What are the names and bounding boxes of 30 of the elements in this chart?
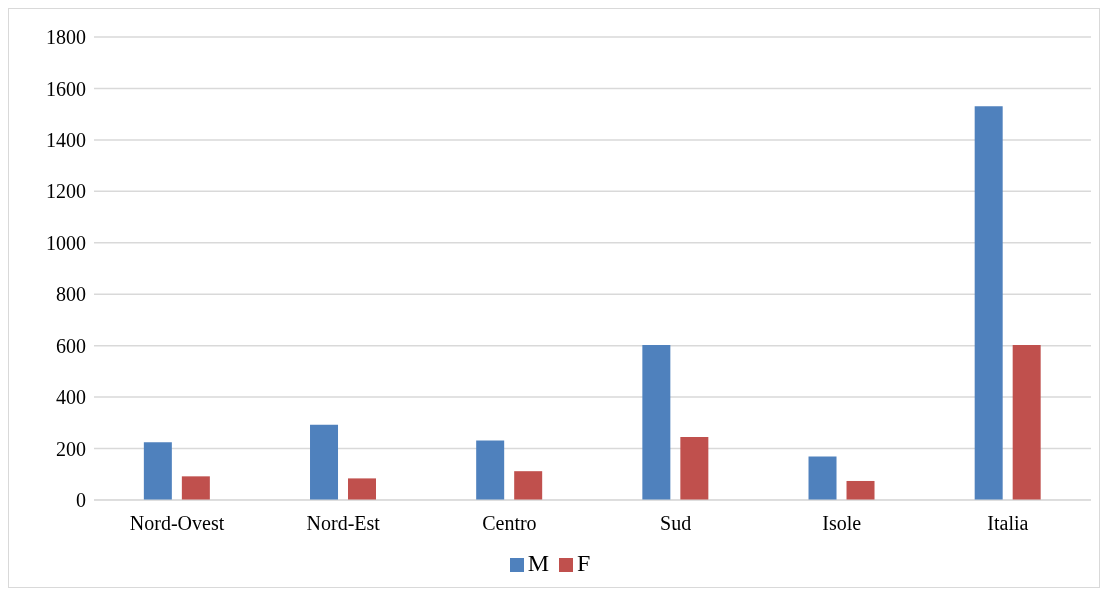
bar [846,480,875,500]
bar [974,106,1003,500]
y-tick-label: 400 [56,386,86,409]
bar [476,440,505,500]
y-tick-label: 0 [76,489,86,512]
bar [310,424,339,500]
y-tick-label: 1400 [46,128,86,151]
legend-label: F [576,550,591,576]
legend-label: M [527,550,549,576]
x-tick-label: Italia [987,512,1029,535]
x-tick-label: Sud [660,512,692,535]
x-tick-label: Centro [482,512,537,535]
bar [680,436,709,500]
y-tick-label: 1800 [46,26,86,49]
y-tick-label: 1200 [46,180,86,203]
y-tick-label: 800 [56,283,86,306]
bar [348,478,377,500]
bar [514,471,543,500]
x-tick-label: Nord-Est [306,512,381,535]
y-tick-label: 600 [56,334,86,357]
y-tick-label: 1600 [46,77,86,100]
bar [143,442,172,500]
bar [1012,344,1041,500]
y-tick-label: 200 [56,437,86,460]
bar [808,456,837,500]
x-tick-label: Nord-Ovest [129,512,225,535]
bar [181,476,210,500]
x-tick-label: Isole [822,512,862,535]
y-tick-label: 1000 [46,231,86,254]
bar [642,344,671,500]
